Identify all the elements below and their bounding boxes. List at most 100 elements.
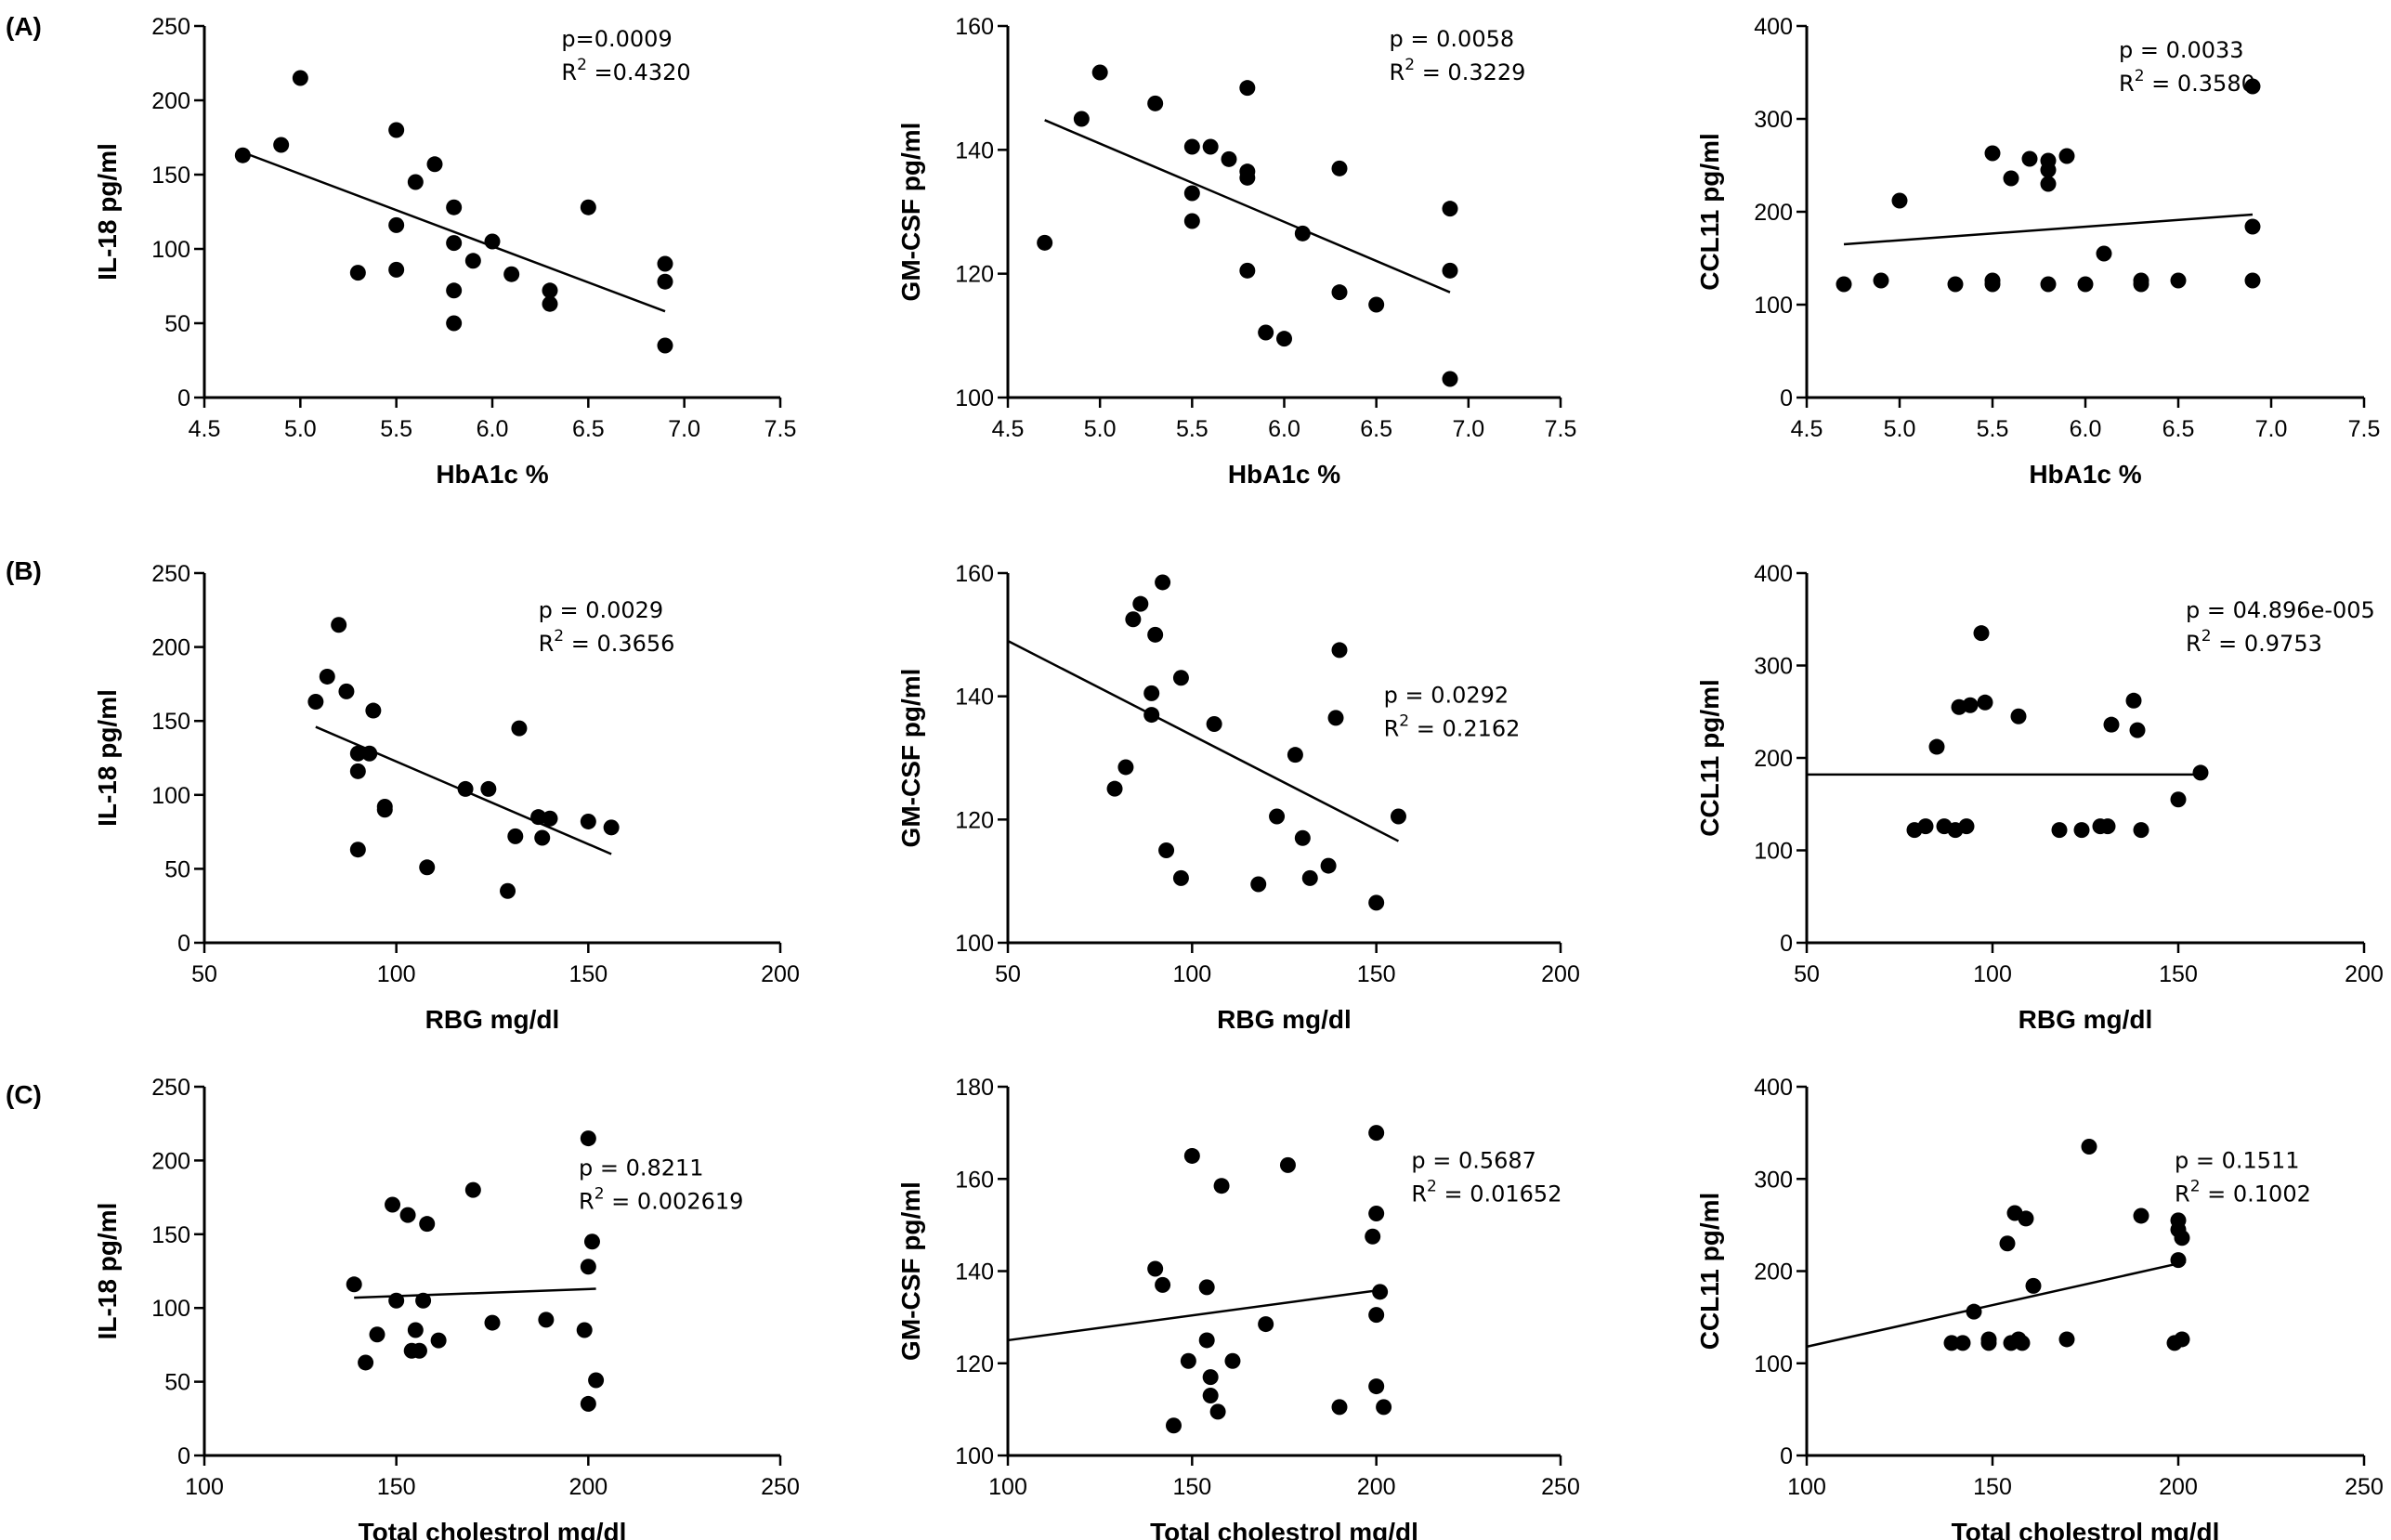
y-tick-label: 100	[955, 931, 994, 957]
y-tick-label: 400	[1754, 1075, 1793, 1101]
data-point	[399, 1207, 416, 1223]
data-point	[2096, 245, 2112, 262]
data-point	[234, 147, 251, 163]
data-point	[1301, 869, 1318, 886]
x-tick-label: 200	[568, 1474, 608, 1500]
r-squared-value: = 0.01652	[1437, 1181, 1562, 1207]
r-squared-exponent: 2	[1405, 56, 1415, 74]
data-point	[2174, 1331, 2190, 1348]
data-point	[1442, 262, 1458, 279]
data-point	[2040, 176, 2057, 192]
data-point	[1294, 829, 1311, 846]
data-point	[480, 780, 497, 797]
r-squared: R2 = 0.3229	[1390, 56, 1526, 85]
x-tick-label: 7.0	[668, 416, 700, 442]
data-point	[503, 266, 520, 282]
y-axis-label: IL-18 pg/ml	[93, 1203, 122, 1340]
data-point	[1943, 1335, 1960, 1351]
data-point	[530, 809, 547, 826]
data-point	[2058, 1331, 2075, 1348]
data-point	[1213, 1178, 1230, 1194]
r-squared-exponent: 2	[594, 1184, 605, 1203]
data-point	[2014, 1335, 2031, 1351]
r-squared-value: =0.4320	[587, 59, 691, 85]
data-point	[1147, 626, 1164, 643]
data-point	[2133, 1207, 2149, 1224]
panel-label-b: (B)	[6, 556, 42, 585]
data-point	[2170, 791, 2187, 808]
y-tick-label: 100	[151, 237, 190, 263]
r-squared: R2 = 0.1002	[2175, 1177, 2311, 1207]
y-tick-label: 200	[151, 635, 190, 661]
data-point	[1172, 670, 1189, 686]
r-squared-exponent: 2	[2135, 67, 2145, 85]
x-tick-label: 6.5	[572, 416, 605, 442]
data-point	[2170, 1252, 2187, 1269]
data-point	[1327, 710, 1344, 726]
r-squared-exponent: 2	[2202, 627, 2212, 646]
data-point	[1132, 595, 1149, 612]
p-value: p = 0.0058	[1390, 26, 1515, 52]
r-squared-symbol: R	[1411, 1181, 1427, 1207]
r-squared-value: = 0.9753	[2212, 631, 2322, 657]
data-point	[1143, 707, 1160, 724]
data-point	[1977, 694, 1993, 711]
data-point	[2021, 150, 2038, 167]
data-point	[349, 265, 366, 281]
y-tick-label: 140	[955, 1259, 994, 1286]
data-point	[511, 720, 528, 737]
data-point	[358, 1354, 374, 1371]
y-tick-label: 160	[955, 561, 994, 587]
y-tick-label: 120	[955, 1351, 994, 1377]
y-tick-label: 50	[164, 856, 190, 882]
y-tick-label: 120	[955, 807, 994, 833]
data-point	[1984, 145, 2001, 162]
data-point	[446, 315, 463, 332]
x-axis-label: RBG mg/dl	[1217, 1005, 1352, 1034]
y-axis-label: CCL11 pg/ml	[1695, 133, 1724, 291]
data-point	[1224, 1352, 1241, 1369]
r-squared: R2 = 0.01652	[1411, 1177, 1561, 1207]
data-point	[1368, 1205, 1385, 1221]
data-point	[1250, 876, 1267, 893]
y-tick-label: 200	[151, 1148, 190, 1174]
data-point	[1376, 1399, 1392, 1416]
x-tick-label: 250	[2345, 1474, 2384, 1500]
data-point	[1372, 1284, 1389, 1300]
x-tick-label: 5.0	[1084, 416, 1117, 442]
x-tick-label: 4.5	[1791, 416, 1823, 442]
y-tick-label: 400	[1754, 14, 1793, 40]
x-tick-label: 7.5	[1545, 416, 1577, 442]
y-axis-label: CCL11 pg/ml	[1695, 1193, 1724, 1351]
data-point	[657, 255, 673, 272]
r-squared: R2 = 0.002619	[579, 1184, 743, 1214]
data-point	[2003, 170, 2019, 187]
r-squared: R2 = 0.3656	[539, 627, 675, 657]
y-tick-label: 0	[177, 931, 190, 957]
data-point	[588, 1372, 605, 1389]
data-point	[338, 683, 355, 699]
x-axis-label: HbA1c %	[436, 460, 548, 489]
data-point	[365, 702, 382, 719]
data-point	[1287, 747, 1303, 763]
data-point	[1368, 1378, 1385, 1395]
x-tick-label: 150	[568, 961, 608, 987]
data-point	[1980, 1335, 1997, 1351]
data-point	[464, 253, 481, 269]
data-point	[2125, 692, 2142, 709]
x-tick-label: 6.0	[2070, 416, 2102, 442]
data-point	[1368, 1307, 1385, 1324]
y-tick-label: 200	[1754, 1259, 1793, 1286]
x-tick-label: 5.0	[284, 416, 317, 442]
data-point	[2040, 276, 2057, 293]
data-point	[1147, 1260, 1164, 1277]
data-point	[1091, 64, 1108, 81]
data-point	[1962, 697, 1979, 713]
r-squared: R2 = 0.2162	[1384, 711, 1521, 741]
data-point	[1172, 869, 1189, 886]
regression-line	[1007, 1288, 1384, 1342]
y-tick-label: 300	[1754, 107, 1793, 133]
data-point	[2103, 716, 2120, 733]
y-tick-label: 150	[151, 1222, 190, 1248]
